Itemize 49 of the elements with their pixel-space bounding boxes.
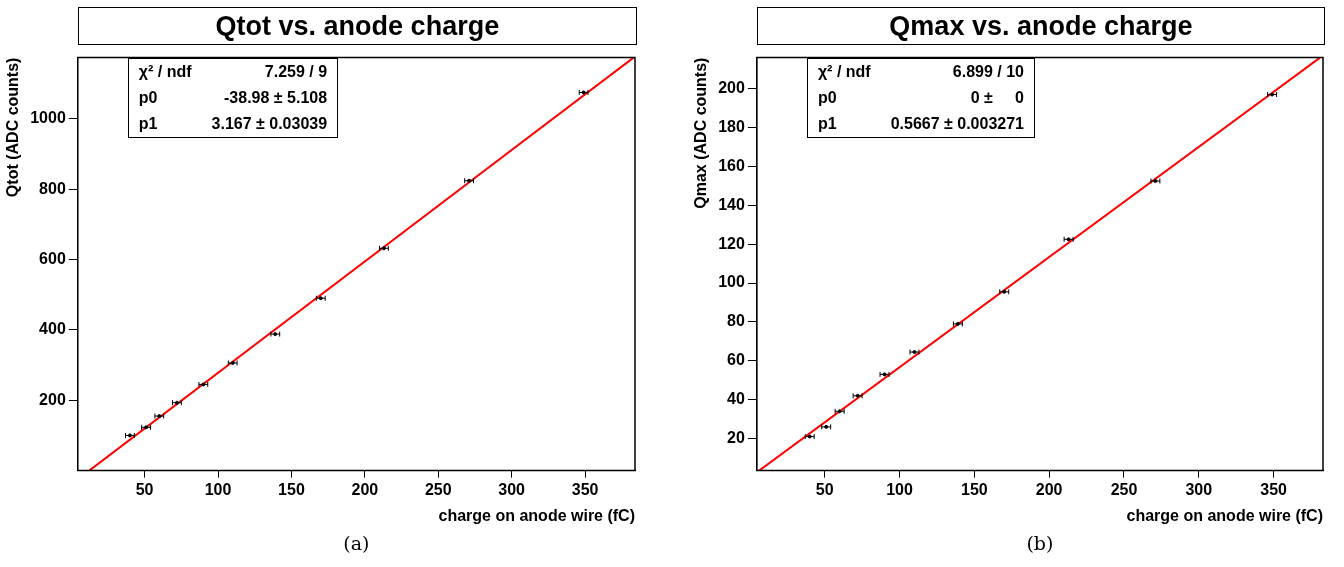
- x-tick-label: 200: [1035, 480, 1063, 498]
- annotation: χ² / ndf: [138, 61, 192, 82]
- y-tick-label: 200: [718, 79, 745, 97]
- y-tick-label: 120: [718, 234, 745, 252]
- x-tick-label: 250: [1110, 480, 1138, 498]
- x-tick-label: 300: [498, 480, 526, 498]
- y-axis-title: Qmax (ADC counts): [692, 57, 710, 209]
- annotation: 6.899 / 10: [951, 61, 1024, 82]
- annotation: χ² / ndf: [817, 61, 871, 82]
- annotation: p1: [817, 113, 838, 134]
- chart-title: Qtot vs. anode charge: [77, 7, 637, 45]
- annotation: p1: [138, 113, 159, 134]
- x-axis-title: charge on anode wire (fC): [438, 506, 635, 524]
- y-tick-label: 600: [39, 249, 66, 267]
- text: (a): [342, 532, 371, 554]
- y-tick-label: 800: [39, 179, 66, 197]
- y-tick-label: 1000: [30, 109, 66, 127]
- y-tick-label: 200: [39, 390, 66, 408]
- annotation: -38.98 ± 5.108: [223, 87, 328, 108]
- annotation: 0 ± 0: [969, 87, 1024, 108]
- annotation: p0: [817, 87, 838, 108]
- x-tick-label: 250: [424, 480, 452, 498]
- y-tick-label: 20: [727, 428, 745, 446]
- x-tick-label: 50: [815, 480, 834, 498]
- y-tick-label: 100: [718, 273, 745, 291]
- y-axis-title: Qtot (ADC counts): [4, 57, 22, 198]
- y-tick-label: 60: [727, 351, 745, 369]
- x-tick-label: 100: [886, 480, 913, 498]
- chart-title: Qmax vs. anode charge: [756, 7, 1325, 45]
- x-tick-label: 300: [1185, 480, 1213, 498]
- annotation: p0: [138, 87, 159, 108]
- y-tick-label: 160: [718, 156, 745, 174]
- y-tick-label: 140: [718, 195, 745, 213]
- annotation: 0.5667 ± 0.003271: [889, 113, 1024, 134]
- y-tick-label: 400: [39, 320, 66, 338]
- y-tick-label: 180: [718, 117, 745, 135]
- x-tick-label: 350: [571, 480, 599, 498]
- x-tick-label: 200: [351, 480, 379, 498]
- y-tick-label: 80: [727, 312, 745, 330]
- x-tick-label: 100: [204, 480, 232, 498]
- annotation: 3.167 ± 0.03039: [210, 113, 328, 134]
- text: (b): [1025, 532, 1055, 554]
- y-tick-label: 40: [727, 390, 745, 408]
- x-axis-title: charge on anode wire (fC): [1126, 506, 1323, 524]
- x-tick-label: 150: [960, 480, 988, 498]
- x-tick-label: 350: [1260, 480, 1288, 498]
- annotation: 7.259 / 9: [263, 61, 328, 82]
- x-tick-label: 50: [135, 480, 154, 498]
- x-tick-label: 150: [278, 480, 305, 498]
